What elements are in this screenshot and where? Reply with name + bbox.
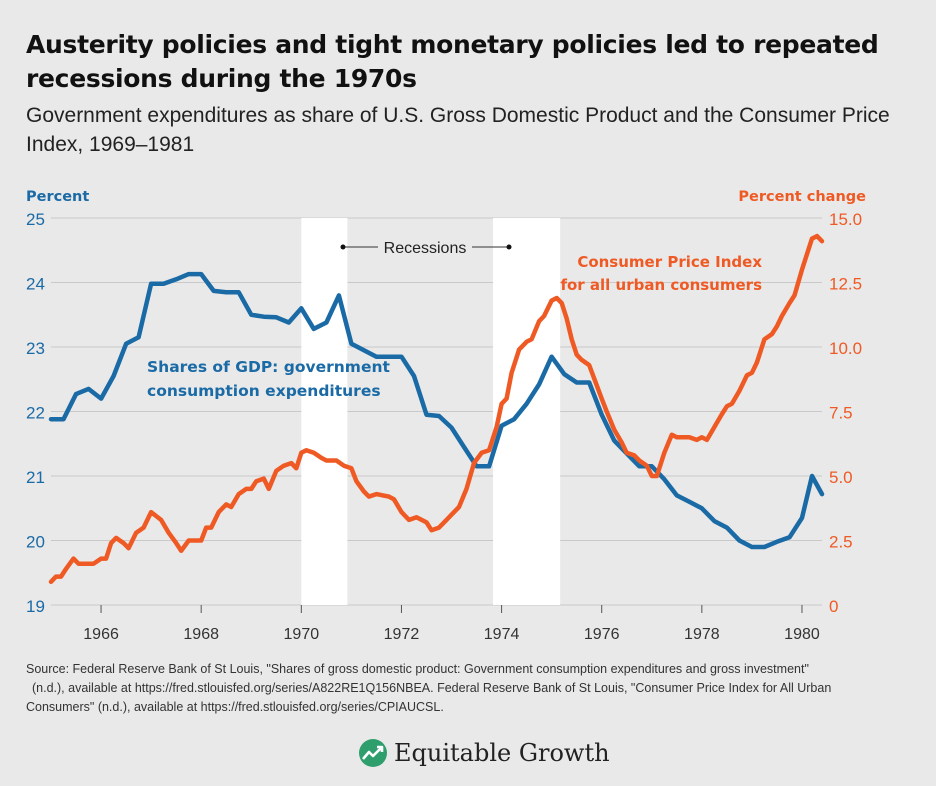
left-axis-label: Percent [26, 189, 89, 205]
chart-svg: Recessions Percent 19 20 21 22 23 24 25 Percen… [26, 189, 866, 643]
recession-band [301, 218, 348, 605]
x-tick-label: 1970 [284, 626, 320, 643]
x-tick-label: 1968 [183, 626, 219, 643]
left-tick-label: 22 [26, 404, 45, 423]
recession-band [493, 218, 561, 605]
source-line: Source: Federal Reserve Bank of St Louis… [26, 662, 809, 676]
right-tick-label: 10.0 [829, 339, 862, 358]
right-tick-label: 5.0 [829, 468, 853, 487]
right-tick-label: 7.5 [829, 404, 853, 423]
left-axis: Percent 19 20 21 22 23 24 25 [26, 189, 89, 616]
cpi-series-label: Consumer Price Index [577, 253, 762, 271]
right-tick-label: 12.5 [829, 275, 862, 294]
right-axis-label: Percent change [738, 189, 866, 205]
source-note: Source: Federal Reserve Bank of St Louis… [26, 660, 906, 717]
left-tick-label: 20 [26, 533, 45, 552]
left-tick-label: 25 [26, 210, 45, 229]
series-labels: Shares of GDP: government consumption exp… [147, 253, 762, 400]
gridlines [51, 217, 822, 606]
x-axis: 1966 1968 1970 1972 1974 1976 1978 1980 [83, 605, 820, 643]
left-tick-label: 23 [26, 339, 45, 358]
recession-marker-right [506, 244, 512, 250]
brand: Equitable Growth [358, 738, 610, 768]
x-tick-label: 1976 [584, 626, 620, 643]
gdp-series-label: consumption expenditures [147, 382, 381, 400]
left-tick-label: 21 [26, 468, 45, 487]
x-tick-label: 1978 [684, 626, 720, 643]
right-axis: Percent change 0 2.5 5.0 7.5 10.0 12.5 15.0 [738, 189, 866, 616]
x-tick-label: 1972 [384, 626, 420, 643]
chart-subtitle: Government expenditures as share of U.S.… [26, 104, 890, 156]
chart-title: Austerity policies and tight monetary po… [26, 30, 879, 93]
cpi-series-line [48, 233, 825, 585]
cpi-series-label: for all urban consumers [560, 276, 762, 294]
right-tick-label: 0 [829, 597, 838, 616]
gdp-series-label: Shares of GDP: government [147, 358, 391, 376]
recession-label: Recessions [384, 240, 467, 257]
right-tick-label: 2.5 [829, 533, 853, 552]
recession-label-group: Recessions [340, 240, 512, 257]
recession-bands [301, 218, 561, 605]
left-tick-label: 19 [26, 597, 45, 616]
source-line: Consumers" (n.d.), available at https://… [26, 700, 444, 714]
left-tick-label: 24 [26, 275, 45, 294]
series-lines [48, 233, 825, 585]
recession-marker-left [340, 244, 346, 250]
equitable-growth-logo-icon [359, 739, 387, 767]
source-line: (n.d.), available at https://fred.stloui… [32, 681, 832, 695]
right-tick-label: 15.0 [829, 210, 862, 229]
x-tick-label: 1966 [83, 626, 119, 643]
brand-name: Equitable Growth [394, 739, 610, 767]
gdp-series-line [48, 271, 825, 550]
x-tick-label: 1980 [784, 626, 820, 643]
x-tick-label: 1974 [484, 626, 520, 643]
